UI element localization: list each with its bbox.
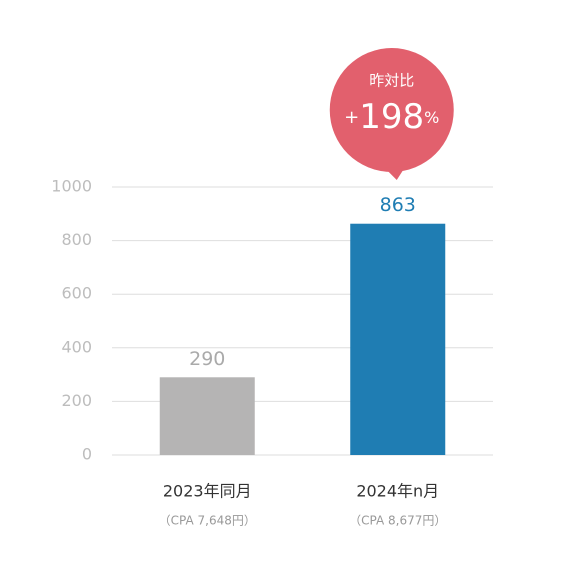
bubble-pointer xyxy=(384,166,406,180)
category-note: （CPA 7,648円） xyxy=(159,514,256,528)
bar xyxy=(350,223,446,455)
category-note: （CPA 8,677円） xyxy=(349,514,446,528)
bubble-text: +198% xyxy=(344,97,439,137)
y-tick-label: 0 xyxy=(82,445,92,464)
bubble-text-part: 198 xyxy=(359,97,424,137)
bubble-text-part: + xyxy=(344,107,359,128)
y-tick-label: 200 xyxy=(61,391,92,410)
y-tick-label: 600 xyxy=(61,284,92,303)
bubble xyxy=(329,48,454,172)
bubble-title: 昨対比 xyxy=(369,72,414,90)
bar xyxy=(159,377,255,455)
value-label: 863 xyxy=(380,194,416,216)
y-tick-label: 1000 xyxy=(51,177,92,196)
bubble-text-part: % xyxy=(424,108,439,127)
x-tick-label: 2023年同月 xyxy=(163,482,252,501)
y-tick-label: 400 xyxy=(61,337,92,356)
value-label: 290 xyxy=(189,348,225,370)
x-tick-label: 2024年n月 xyxy=(356,482,439,501)
y-tick-label: 800 xyxy=(61,230,92,249)
